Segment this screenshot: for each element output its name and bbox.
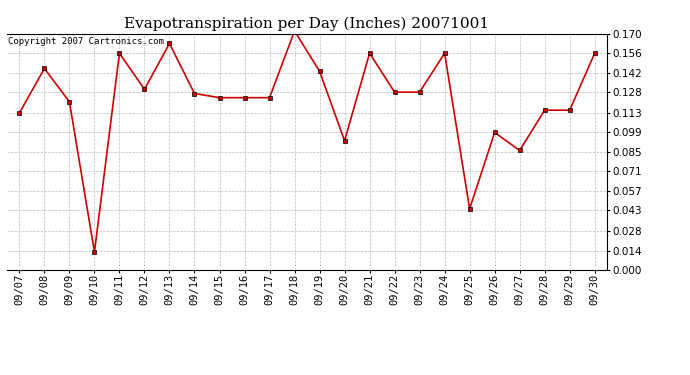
Text: Copyright 2007 Cartronics.com: Copyright 2007 Cartronics.com [8,37,164,46]
Title: Evapotranspiration per Day (Inches) 20071001: Evapotranspiration per Day (Inches) 2007… [124,17,490,31]
